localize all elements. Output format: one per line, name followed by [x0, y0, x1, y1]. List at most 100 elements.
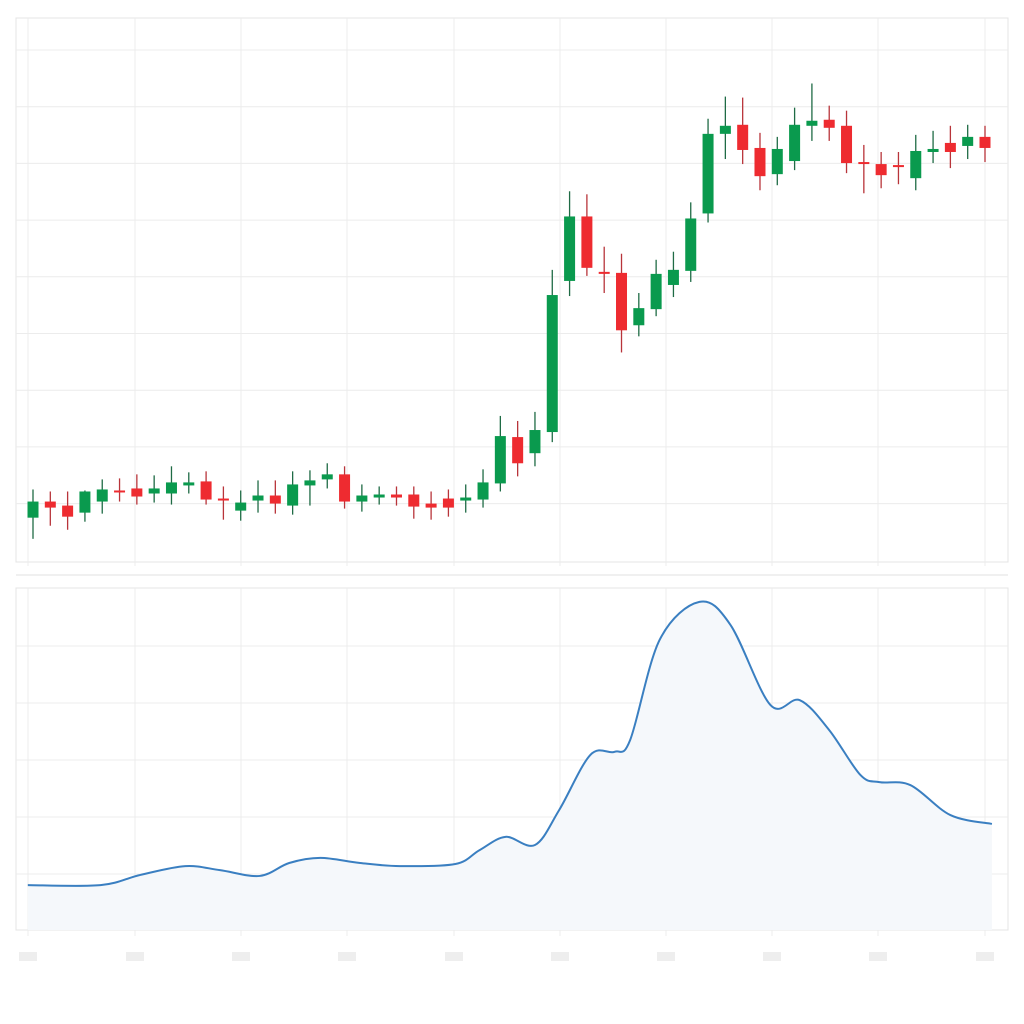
candle-body [287, 484, 299, 506]
candle [546, 269, 558, 443]
candle [269, 480, 281, 514]
candle-body [304, 480, 316, 486]
candle [390, 486, 402, 506]
candle [927, 130, 939, 164]
candle [841, 110, 853, 174]
candle-body [685, 218, 697, 271]
candle [287, 471, 299, 515]
candle [598, 246, 610, 294]
candle-body [217, 498, 229, 501]
candle [529, 411, 541, 467]
candle-body [339, 474, 351, 502]
candle-body [892, 165, 904, 168]
candle-body [200, 481, 212, 500]
candle [581, 194, 593, 276]
candle [131, 474, 143, 505]
line-panel [15, 587, 1009, 936]
candle [962, 124, 974, 160]
candle [737, 97, 749, 165]
candle-body [460, 497, 472, 501]
candle [217, 486, 229, 520]
candle [148, 475, 160, 503]
candle-body [165, 482, 177, 494]
candles [27, 83, 991, 539]
candle-body [841, 125, 853, 164]
candle-body [252, 495, 264, 501]
candle-body [789, 124, 801, 162]
candle-body [910, 150, 922, 179]
candle [702, 118, 714, 223]
x-tick-label-placeholder [232, 952, 250, 961]
candlestick-panel-frame [15, 17, 1009, 563]
x-tick-label-placeholder [763, 952, 781, 961]
candle-body [79, 491, 91, 513]
candle-body [131, 488, 143, 497]
candle-body [979, 136, 991, 148]
candle [477, 469, 489, 508]
candle-body [356, 495, 368, 502]
candle-body [148, 488, 160, 494]
candle-body [321, 474, 333, 480]
candle-body [702, 133, 714, 214]
candle-body [183, 482, 195, 486]
candle-body [408, 494, 420, 507]
candle-body [771, 148, 783, 175]
candle [685, 202, 697, 282]
candle [321, 463, 333, 489]
candle-body [806, 120, 818, 126]
candle-body [425, 503, 437, 508]
candle-body [96, 489, 108, 502]
candle-body [944, 142, 956, 152]
candle [460, 484, 472, 513]
candle [114, 478, 126, 502]
candle [616, 253, 628, 353]
candle-body [44, 501, 56, 508]
candle-body [442, 498, 454, 508]
candle-body [962, 136, 974, 146]
candle [823, 105, 835, 141]
candle [754, 132, 766, 191]
candle [719, 96, 731, 160]
candle [650, 259, 662, 317]
candle [771, 136, 783, 186]
candle-body [633, 308, 645, 326]
candle-body [494, 436, 506, 484]
candle [339, 466, 351, 509]
line-series [27, 600, 993, 887]
x-tick-label-placeholder [338, 952, 356, 961]
x-tick-label-placeholder [869, 952, 887, 961]
candle [200, 471, 212, 505]
candle-body [667, 269, 679, 285]
candle [165, 466, 177, 505]
candle-body [875, 164, 887, 176]
candle [633, 293, 645, 337]
candle [442, 489, 454, 517]
candle-body [927, 148, 939, 152]
candle-body [719, 125, 731, 134]
candle [494, 415, 506, 492]
x-tick-label-placeholder [445, 952, 463, 961]
candle [356, 484, 368, 512]
candle [875, 151, 887, 189]
x-tick-label-placeholder [657, 952, 675, 961]
candle [910, 134, 922, 191]
candle [183, 472, 195, 494]
candlestick-panel [15, 17, 1009, 566]
candle [235, 490, 247, 521]
candle [62, 491, 74, 530]
candle [425, 491, 437, 520]
candle-body [650, 273, 662, 310]
candle [892, 151, 904, 185]
candle [44, 491, 56, 526]
x-tick-label-placeholder [976, 952, 994, 961]
candle [858, 144, 870, 194]
candle [373, 486, 385, 505]
candle-body [27, 501, 39, 518]
candle [564, 191, 576, 297]
candle [27, 489, 39, 539]
candle-body [616, 272, 628, 331]
candle-body [390, 494, 402, 498]
candle-body [581, 216, 593, 268]
candle [304, 470, 316, 506]
x-tick-label-placeholder [19, 952, 37, 961]
